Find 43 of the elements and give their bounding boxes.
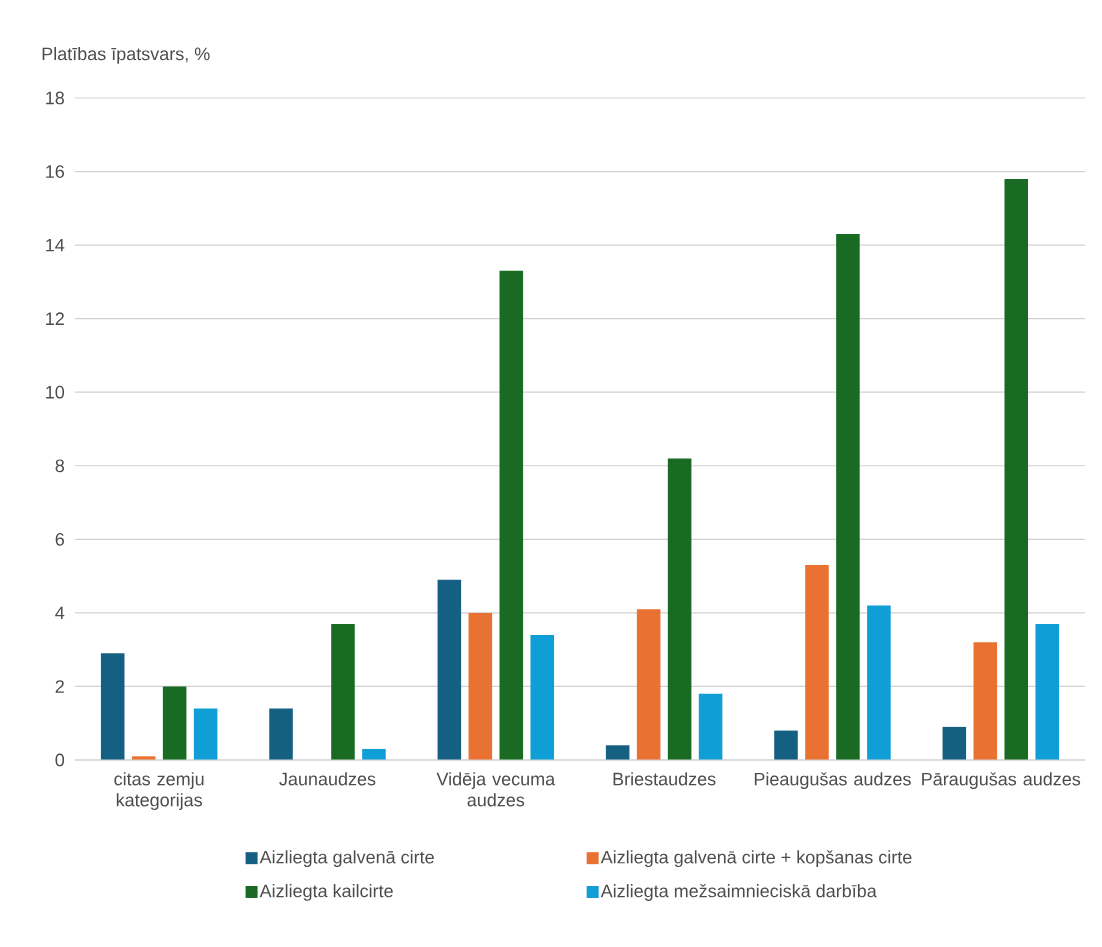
bar — [162, 686, 187, 760]
x-tick-label: Pāraugušas audzes — [922, 772, 1081, 790]
y-tick-label: 14 — [46, 238, 65, 252]
y-tick-label: 6 — [55, 532, 65, 546]
bar — [530, 634, 555, 760]
bar — [636, 609, 661, 760]
bar — [100, 653, 125, 760]
legend-label: Aizliegta mežsaimnieciskā darbība — [600, 884, 877, 901]
y-tick-label: 12 — [46, 312, 64, 325]
x-tick-label: Jaunaudzes — [279, 772, 376, 786]
bar — [1035, 623, 1060, 760]
legend-label: Aizliegta galvenā cirte — [259, 850, 434, 868]
legend-label: Aizliegta galvenā cirte + kopšanas cirte — [600, 850, 912, 868]
bar — [698, 693, 723, 760]
bar — [774, 730, 798, 760]
y-tick-label: 0 — [55, 753, 65, 767]
bar — [468, 612, 493, 760]
y-axis-title: Platības īpatsvars, % — [42, 47, 210, 64]
bar — [362, 748, 386, 760]
bar — [605, 745, 630, 760]
bar — [836, 234, 860, 760]
bar — [1004, 178, 1029, 760]
bar — [805, 565, 829, 760]
y-tick-label: 2 — [55, 680, 64, 693]
y-tick-label: 8 — [55, 459, 65, 473]
x-tick-label: citas zemju kategorijas — [114, 772, 204, 810]
x-tick-label: Vidēja vecuma audzes — [436, 772, 556, 807]
bar — [867, 605, 891, 760]
bar — [437, 579, 462, 760]
legend-label: Aizliegta kailcirte — [259, 884, 393, 901]
bar — [331, 623, 355, 760]
y-tick-label: 18 — [46, 91, 65, 105]
bar — [667, 458, 692, 760]
bar — [973, 642, 998, 760]
x-tick-label: Briestaudzes — [613, 772, 716, 786]
x-tick-label: Pieaugušas audzes — [754, 772, 911, 790]
bar — [499, 270, 524, 760]
y-tick-label: 10 — [46, 385, 65, 399]
bar — [269, 708, 293, 760]
bar — [193, 708, 218, 760]
y-tick-label: 4 — [55, 606, 65, 620]
bar — [942, 726, 967, 760]
y-tick-label: 16 — [46, 165, 65, 178]
